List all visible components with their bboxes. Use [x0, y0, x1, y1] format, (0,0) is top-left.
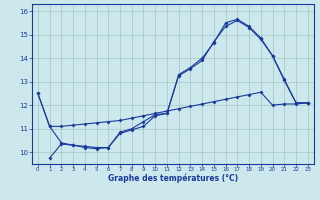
X-axis label: Graphe des températures (°C): Graphe des températures (°C) [108, 174, 238, 183]
